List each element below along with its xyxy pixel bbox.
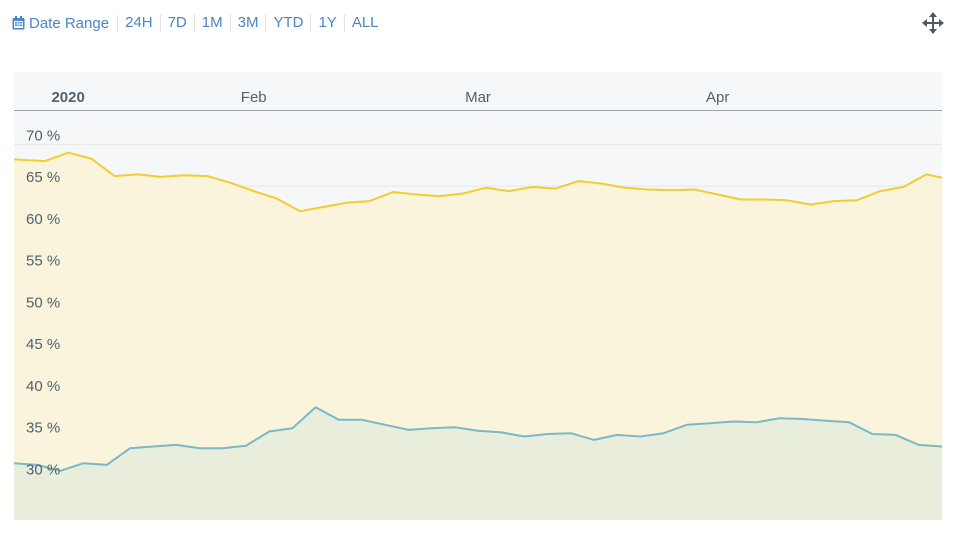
time-axis-band (14, 72, 942, 110)
series-1-area (14, 407, 942, 520)
y-tick-label: 50 % (26, 294, 60, 311)
x-tick-label: Mar (465, 89, 491, 106)
y-tick-label: 45 % (26, 336, 60, 353)
x-tick-label: Apr (706, 89, 729, 106)
date-range-button[interactable]: Date Range (12, 14, 119, 32)
chart: 30 % 35 % 40 % 45 % 50 % 55 % 60 % 65 % 70 % 202… (14, 72, 942, 520)
series-0-line (14, 151, 942, 213)
range-all-button[interactable]: ALL (351, 14, 379, 31)
y-tick-label: 30 % (26, 461, 60, 478)
range-1m-button[interactable]: 1M (195, 14, 231, 32)
range-ytd-button[interactable]: YTD (266, 14, 312, 32)
x-tick-label: 2020 (51, 89, 84, 106)
y-tick-label: 40 % (26, 378, 60, 395)
calendar-icon (12, 16, 25, 30)
y-tick-label: 55 % (26, 253, 60, 270)
range-1y-button[interactable]: 1Y (311, 14, 345, 32)
y-tick-label: 70 % (26, 127, 60, 144)
range-7d-button[interactable]: 7D (161, 14, 195, 32)
date-range-label: Date Range (29, 14, 110, 32)
series-1-line (14, 406, 942, 472)
chart-svg: 30 % 35 % 40 % 45 % 50 % 55 % 60 % 65 % 70 % 202… (14, 72, 942, 520)
range-3m-button[interactable]: 3M (231, 14, 267, 32)
x-tick-label: Feb (241, 89, 267, 106)
y-tick-label: 60 % (26, 211, 60, 228)
toolbar: Date Range 24H 7D 1M 3M YTD 1Y ALL (12, 13, 386, 33)
range-24h-button[interactable]: 24H (118, 14, 161, 32)
y-tick-label: 65 % (26, 169, 60, 186)
y-tick-label: 35 % (26, 420, 60, 437)
move-arrows-icon[interactable] (922, 12, 944, 34)
